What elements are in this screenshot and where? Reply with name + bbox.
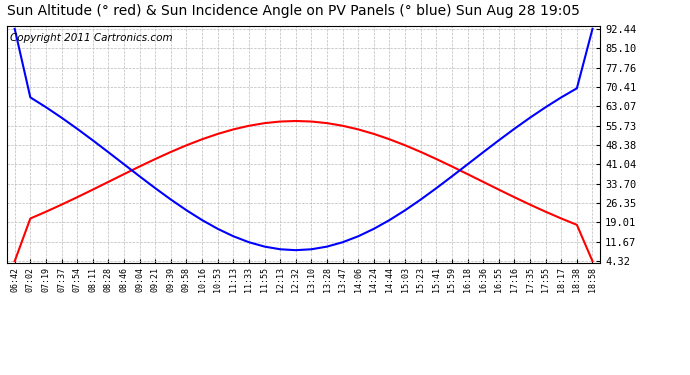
- Text: Sun Altitude (° red) & Sun Incidence Angle on PV Panels (° blue) Sun Aug 28 19:0: Sun Altitude (° red) & Sun Incidence Ang…: [7, 4, 580, 18]
- Text: Copyright 2011 Cartronics.com: Copyright 2011 Cartronics.com: [10, 33, 172, 44]
